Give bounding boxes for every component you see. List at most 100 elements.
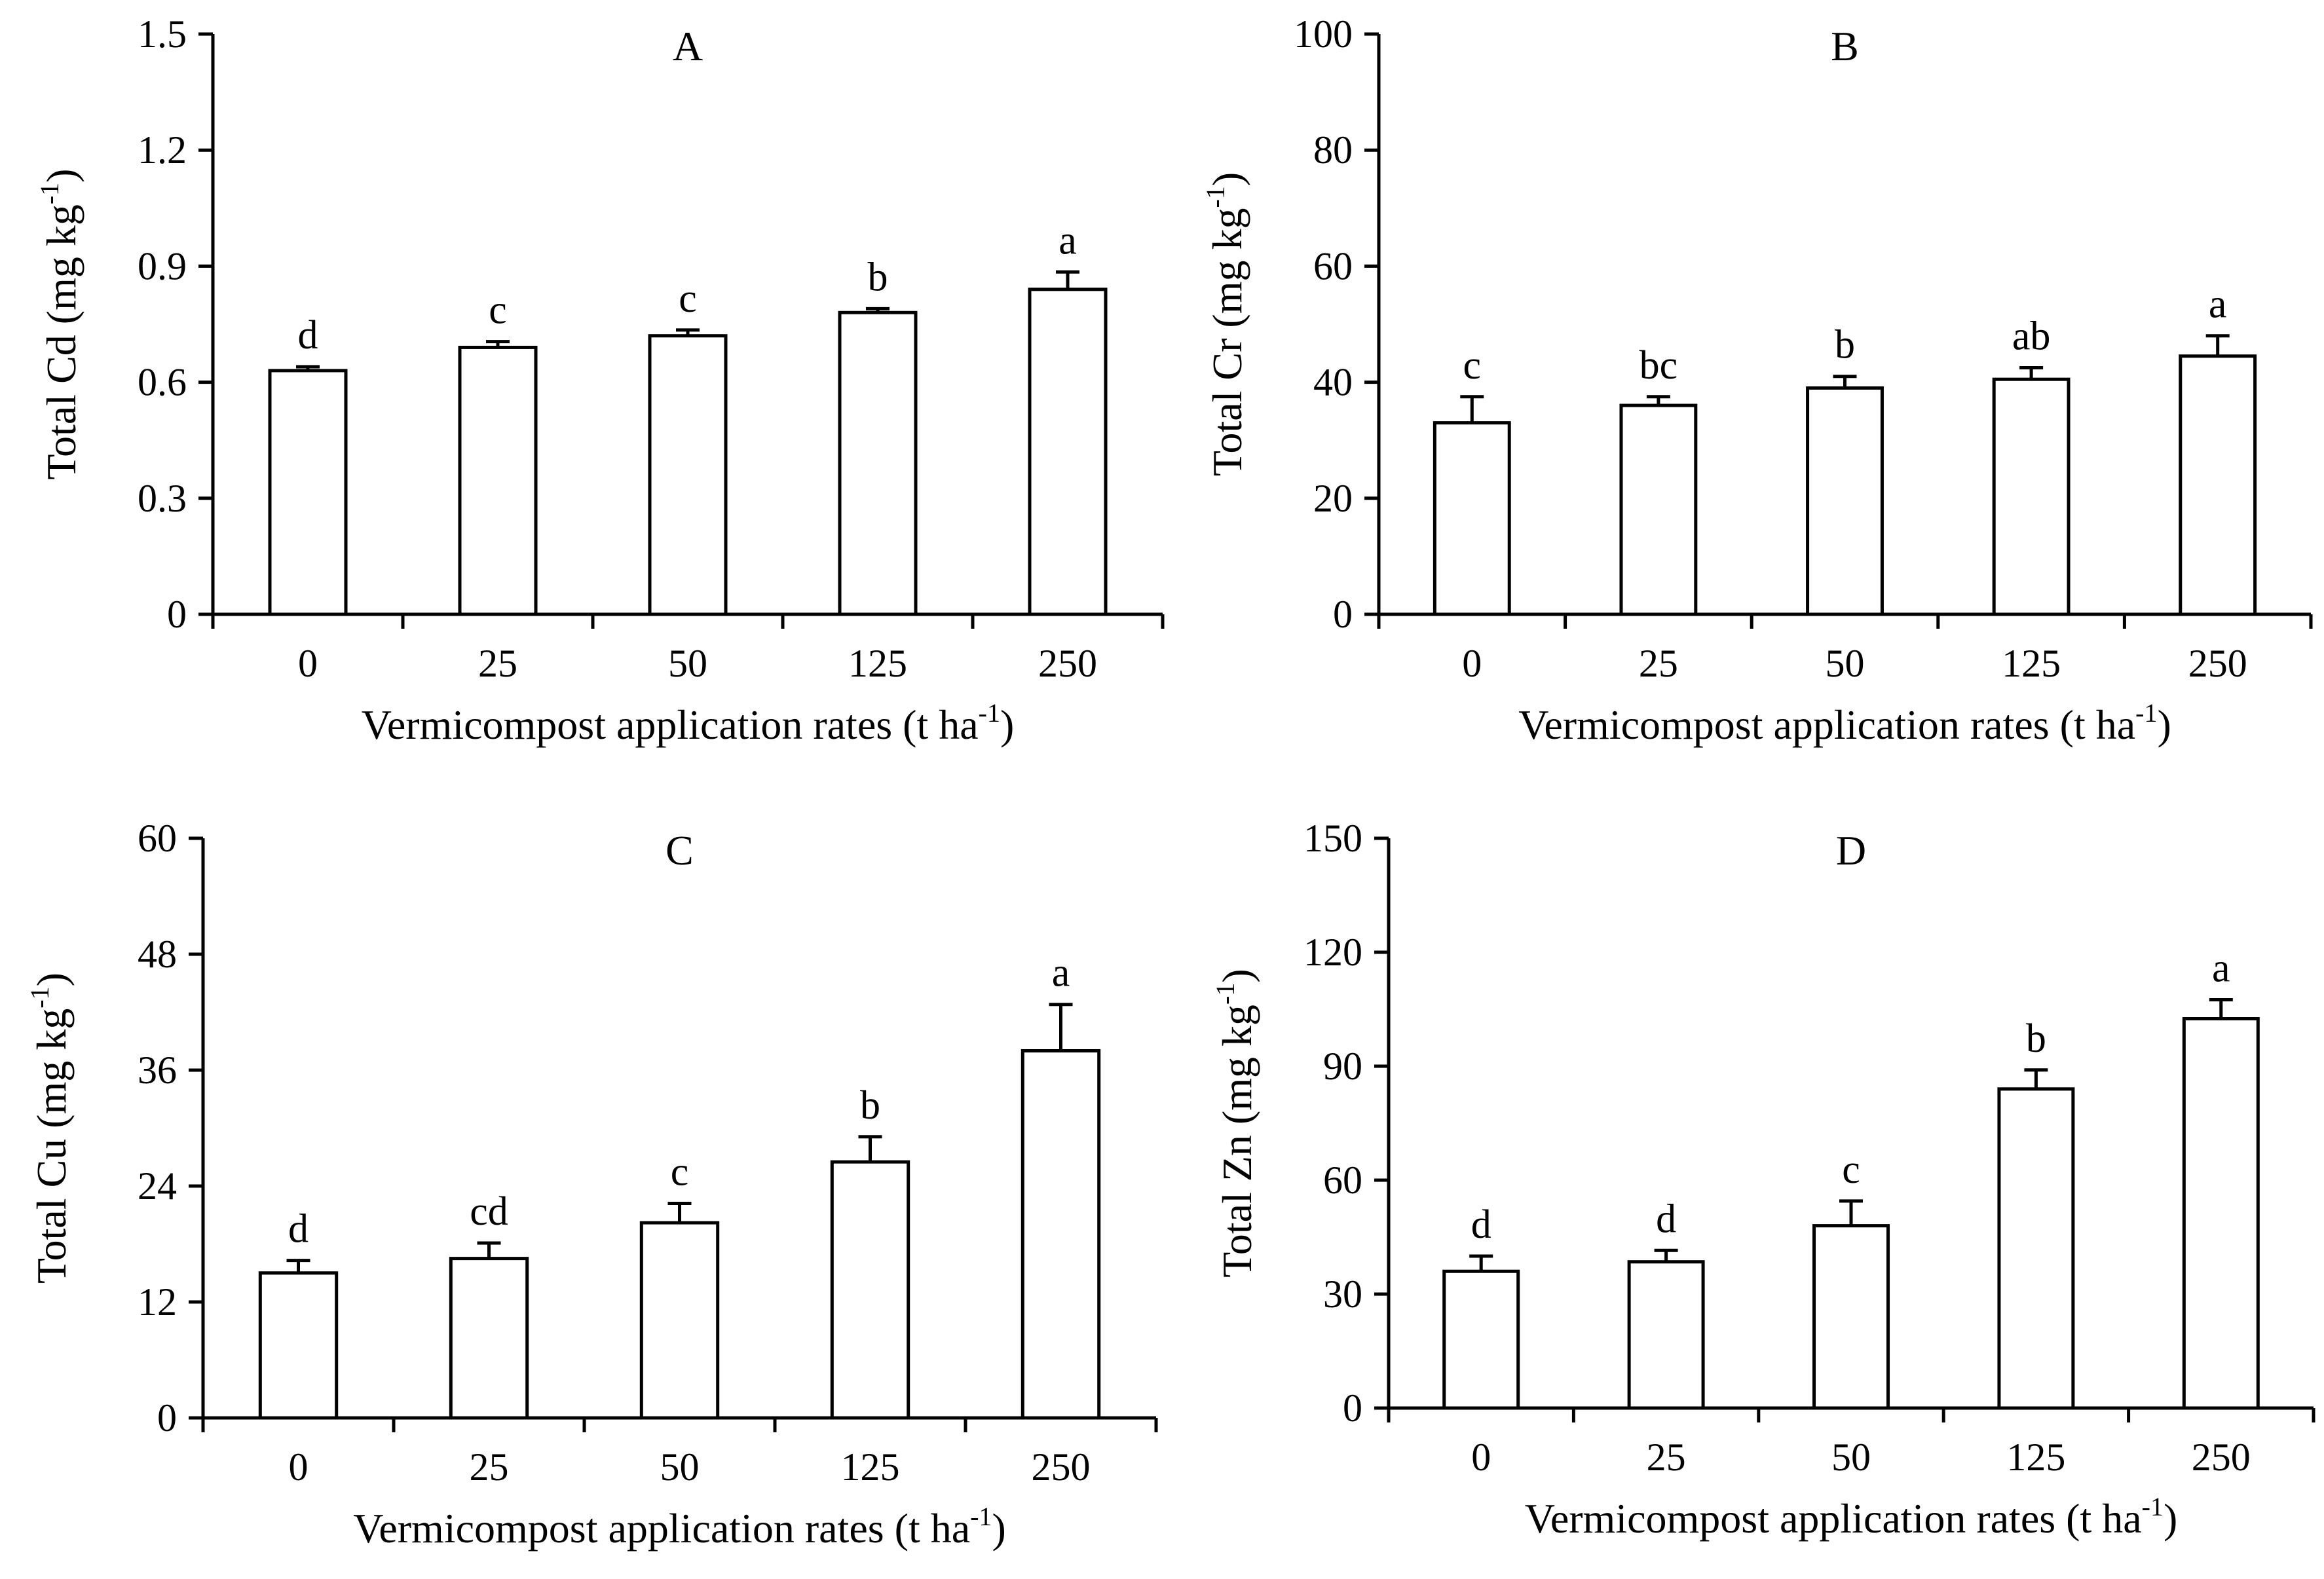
bar-25	[458, 345, 538, 616]
bar-50	[639, 1221, 720, 1420]
bar-250	[1028, 288, 1108, 616]
x-tick-label-0: 0	[298, 642, 318, 685]
y-tick-label: 0	[157, 1396, 177, 1440]
y-tick-label: 12	[138, 1280, 177, 1324]
panel-title: D	[1836, 827, 1866, 874]
y-tick-label: 1.2	[138, 128, 187, 172]
x-tick-label-50: 50	[660, 1445, 700, 1489]
x-tick-label-250: 250	[1032, 1445, 1091, 1489]
x-axis-label: Vermicompost application rates (t ha-1)	[1518, 698, 2171, 748]
significance-letter-125: b	[860, 1083, 880, 1128]
y-tick-label: 120	[1303, 931, 1362, 974]
y-tick-label: 0.9	[138, 244, 187, 288]
bar-25	[1619, 403, 1698, 616]
significance-letter-125: b	[2026, 1016, 2046, 1061]
y-axis-label: Total Cr (mg kg-1)	[1201, 172, 1250, 476]
y-tick-label: 90	[1323, 1045, 1362, 1088]
x-axis-label: Vermicompost application rates (t ha-1)	[353, 1502, 1006, 1551]
bar-0	[258, 1271, 339, 1420]
bar-50	[1806, 386, 1884, 616]
x-tick-label-50: 50	[1831, 1436, 1871, 1479]
chart-panel-d: 0 30 60 90 120 150 d 0 d 25 c 50 b 125 a 250 D Vermicompo…	[1210, 817, 2315, 1542]
y-tick-label: 60	[1323, 1159, 1362, 1202]
x-tick-label-0: 0	[289, 1445, 309, 1489]
x-tick-label-50: 50	[668, 642, 707, 685]
significance-letter-50: c	[679, 276, 697, 321]
significance-letter-50: c	[1842, 1147, 1860, 1192]
y-axis-label: Total Cu (mg kg-1)	[25, 973, 75, 1284]
significance-letter-50: c	[671, 1150, 689, 1195]
bar-125	[830, 1160, 910, 1420]
significance-letter-250: a	[2212, 946, 2230, 991]
y-tick-label: 80	[1313, 128, 1353, 172]
x-tick-label-125: 125	[2002, 642, 2061, 685]
bar-125	[1992, 377, 2071, 616]
y-tick-label: 24	[138, 1164, 177, 1208]
bar-250	[2182, 1017, 2260, 1410]
significance-letter-25: d	[1656, 1197, 1676, 1241]
bar-0	[1442, 1269, 1520, 1410]
significance-letter-25: c	[489, 288, 507, 333]
bar-250	[2179, 354, 2257, 616]
significance-letter-0: d	[298, 313, 318, 358]
y-tick-label: 60	[1313, 244, 1353, 288]
bar-50	[1812, 1224, 1890, 1410]
panel-title: B	[1831, 23, 1859, 69]
x-tick-label-0: 0	[1462, 642, 1482, 685]
x-tick-label-25: 25	[478, 642, 517, 685]
significance-letter-0: c	[1463, 343, 1482, 388]
panel-title: A	[673, 23, 703, 69]
chart-panel-b: 0 20 40 60 80 100 c 0 bc 25 b 50 ab 125 a 250 B Vermicomp…	[1201, 12, 2313, 748]
x-tick-label-125: 125	[848, 642, 907, 685]
significance-letter-0: d	[1471, 1202, 1491, 1247]
y-tick-label: 60	[138, 817, 177, 860]
y-tick-label: 0	[1333, 593, 1353, 636]
y-tick-label: 48	[138, 933, 177, 976]
x-tick-label-250: 250	[1038, 642, 1097, 685]
chart-panel-c: 0 12 24 36 48 60 d 0 cd 25 c 50 b 125 a 250 C Vermicompos…	[25, 817, 1158, 1551]
x-tick-label-125: 125	[2006, 1436, 2065, 1479]
x-tick-label-50: 50	[1826, 642, 1865, 685]
significance-letter-25: cd	[470, 1189, 508, 1234]
x-axis-label: Vermicompost application rates (t ha-1)	[1525, 1492, 2178, 1542]
y-tick-label: 40	[1313, 361, 1353, 404]
x-tick-label-0: 0	[1471, 1436, 1491, 1479]
significance-letter-25: bc	[1640, 343, 1678, 388]
significance-letter-250: a	[1052, 951, 1070, 995]
significance-letter-50: b	[1835, 323, 1855, 367]
y-tick-label: 150	[1303, 817, 1362, 860]
bar-50	[648, 334, 728, 616]
x-tick-label-25: 25	[1647, 1436, 1686, 1479]
y-tick-label: 20	[1313, 477, 1353, 520]
significance-letter-250: a	[1059, 218, 1077, 263]
significance-letter-250: a	[2209, 282, 2227, 327]
chart-panel-a: 0 0.3 0.6 0.9 1.2 1.5 d 0 c 25 c 50 b 125 a 250 A Vermico…	[35, 12, 1165, 748]
significance-letter-125: ab	[2012, 314, 2051, 358]
y-tick-label: 0	[167, 593, 187, 636]
panel-title: C	[665, 827, 694, 874]
bar-125	[1997, 1087, 2075, 1410]
significance-letter-0: d	[288, 1207, 309, 1252]
y-axis-label: Total Cd (mg kg-1)	[35, 168, 84, 479]
y-tick-label: 0.6	[138, 361, 187, 404]
x-tick-label-250: 250	[2188, 642, 2247, 685]
bar-0	[1433, 421, 1511, 616]
x-tick-label-250: 250	[2192, 1436, 2251, 1479]
y-tick-label: 0	[1343, 1386, 1362, 1430]
y-tick-label: 36	[138, 1049, 177, 1092]
bar-250	[1021, 1049, 1101, 1420]
bar-25	[1627, 1260, 1705, 1410]
x-tick-label-25: 25	[1639, 642, 1678, 685]
x-tick-label-25: 25	[470, 1445, 509, 1489]
y-axis-label: Total Zn (mg kg-1)	[1210, 969, 1260, 1277]
y-tick-label: 0.3	[138, 477, 187, 520]
x-axis-label: Vermicompost application rates (t ha-1)	[362, 698, 1015, 748]
y-tick-label: 30	[1323, 1272, 1362, 1316]
bar-25	[449, 1257, 529, 1420]
bar-0	[268, 369, 348, 616]
x-tick-label-125: 125	[841, 1445, 900, 1489]
y-tick-label: 1.5	[138, 12, 187, 56]
significance-letter-125: b	[868, 255, 888, 299]
bar-125	[838, 310, 918, 616]
